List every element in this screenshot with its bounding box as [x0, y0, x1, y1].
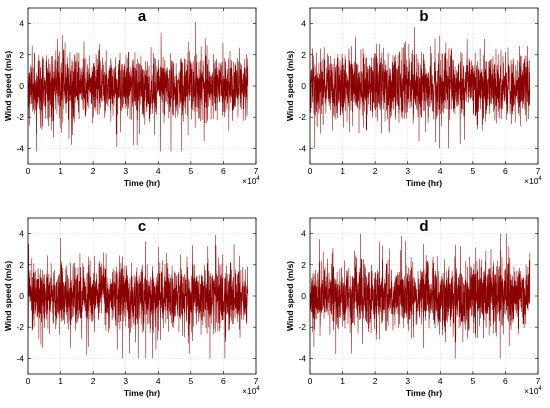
y-tick-label: -4 — [298, 353, 306, 363]
x-tick-label: 7 — [254, 166, 259, 176]
x-tick-label: 3 — [123, 166, 128, 176]
x-axis-label: Time (hr) — [124, 388, 160, 398]
x-tick-label: 6 — [503, 376, 508, 386]
x-tick-label: 7 — [254, 376, 259, 386]
panel-d: 0 1 2 3 4 5 6 7 -4 -2 0 2 4 Time (hr) Wind speed (m/s)… — [285, 217, 542, 398]
y-tick-label: 4 — [301, 19, 306, 29]
wind-speed-series — [28, 22, 249, 152]
x-tick-label: 4 — [438, 376, 443, 386]
x-tick-label: 1 — [58, 166, 63, 176]
panel-label: d — [419, 218, 428, 235]
x-tick-label: 3 — [123, 376, 128, 386]
y-tick-label: -4 — [298, 143, 306, 153]
x-axis-multiplier: ×104 — [524, 176, 542, 186]
y-axis-label: Wind speed (m/s) — [3, 261, 13, 331]
y-tick-label: 0 — [301, 81, 306, 91]
y-tick-label: 4 — [301, 229, 306, 239]
x-tick-label: 5 — [188, 376, 193, 386]
y-tick-label: 0 — [19, 81, 24, 91]
y-axis-label: Wind speed (m/s) — [285, 261, 295, 331]
x-axis-multiplier: ×104 — [524, 386, 542, 396]
x-tick-label: 5 — [470, 166, 475, 176]
x-tick-label: 3 — [405, 166, 410, 176]
x-axis-label: Time (hr) — [406, 388, 442, 398]
y-tick-label: 2 — [301, 50, 306, 60]
panel-a: 0 1 2 3 4 5 6 7 -4 -2 0 2 4 Time (hr) Wind speed (m/s)… — [3, 7, 260, 188]
y-tick-label: 0 — [19, 291, 24, 301]
wind-speed-series — [310, 27, 531, 149]
x-tick-label: 1 — [340, 166, 345, 176]
wind-speed-series — [310, 233, 531, 359]
x-tick-label: 1 — [58, 376, 63, 386]
x-tick-label: 3 — [405, 376, 410, 386]
y-tick-label: 2 — [19, 260, 24, 270]
x-tick-label: 0 — [308, 376, 313, 386]
panel-b: 0 1 2 3 4 5 6 7 -4 -2 0 2 4 Time (hr) Wind speed (m/s)… — [285, 7, 542, 188]
x-tick-label: 0 — [26, 166, 31, 176]
x-tick-label: 4 — [438, 166, 443, 176]
y-axis-label: Wind speed (m/s) — [3, 51, 13, 121]
x-tick-label: 2 — [91, 376, 96, 386]
y-tick-label: -2 — [16, 322, 24, 332]
y-tick-label: 4 — [19, 229, 24, 239]
x-tick-label: 6 — [221, 166, 226, 176]
y-tick-label: -2 — [298, 112, 306, 122]
x-axis-label: Time (hr) — [406, 178, 442, 188]
x-tick-label: 6 — [503, 166, 508, 176]
x-axis-label: Time (hr) — [124, 178, 160, 188]
x-tick-label: 2 — [373, 376, 378, 386]
x-axis-multiplier: ×104 — [242, 386, 260, 396]
x-tick-label: 7 — [536, 376, 541, 386]
y-tick-label: 2 — [301, 260, 306, 270]
x-tick-label: 4 — [156, 166, 161, 176]
x-tick-label: 4 — [156, 376, 161, 386]
panel-label: a — [138, 8, 147, 25]
x-tick-label: 6 — [221, 376, 226, 386]
y-tick-label: -2 — [16, 112, 24, 122]
x-tick-label: 7 — [536, 166, 541, 176]
x-axis-multiplier: ×104 — [242, 176, 260, 186]
panel-label: c — [138, 218, 146, 235]
y-tick-label: -4 — [16, 143, 24, 153]
y-tick-label: 2 — [19, 50, 24, 60]
x-tick-label: 0 — [26, 376, 31, 386]
panel-c: 0 1 2 3 4 5 6 7 -4 -2 0 2 4 Time (hr) Wind speed (m/s)… — [3, 217, 260, 398]
x-tick-label: 2 — [373, 166, 378, 176]
y-tick-label: -4 — [16, 353, 24, 363]
x-tick-label: 2 — [91, 166, 96, 176]
panel-label: b — [419, 8, 428, 25]
y-tick-label: 4 — [19, 19, 24, 29]
y-tick-label: 0 — [301, 291, 306, 301]
wind-speed-series — [28, 235, 249, 359]
x-tick-label: 5 — [470, 376, 475, 386]
y-axis-label: Wind speed (m/s) — [285, 51, 295, 121]
x-tick-label: 1 — [340, 376, 345, 386]
x-tick-label: 0 — [308, 166, 313, 176]
y-tick-label: -2 — [298, 322, 306, 332]
x-tick-label: 5 — [188, 166, 193, 176]
